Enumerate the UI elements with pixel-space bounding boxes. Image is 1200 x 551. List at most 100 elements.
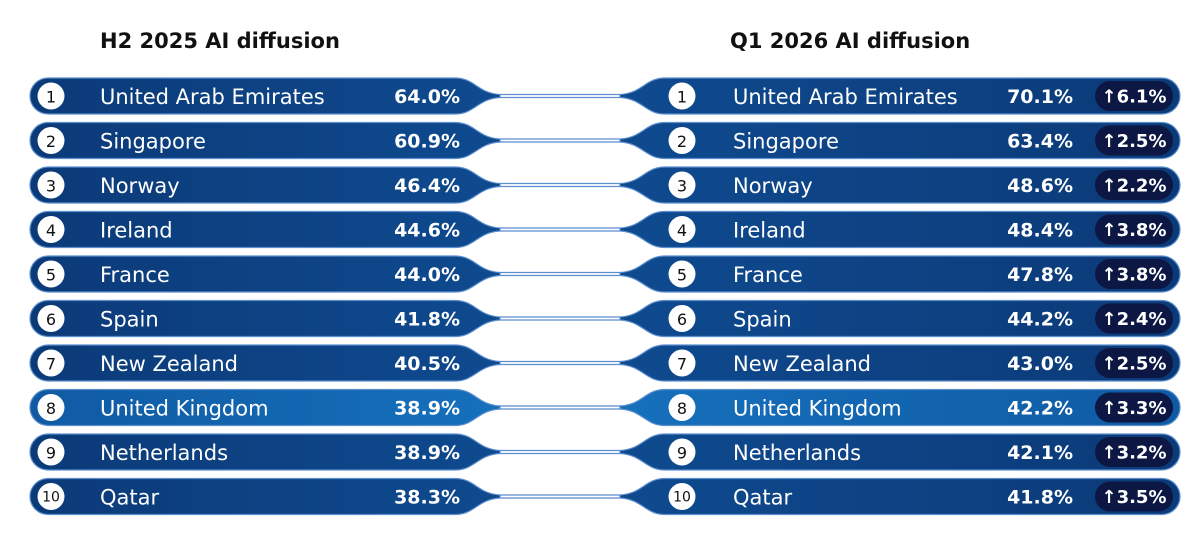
country-label: Singapore <box>100 130 206 154</box>
change-label: ↑2.2% <box>1101 176 1166 197</box>
change-badge <box>1095 170 1173 200</box>
table-row: 2 Singapore 60.9% 2 Singapore 63.4% ↑2.5% <box>29 121 1181 160</box>
rank-circle <box>37 394 65 421</box>
change-label: ↑3.3% <box>1101 398 1166 419</box>
rank-circle <box>668 171 696 199</box>
rank-label: 3 <box>46 177 56 196</box>
change-label: ↑3.5% <box>1101 487 1166 508</box>
change-label: ↑2.5% <box>1101 354 1166 375</box>
change-label: ↑6.1% <box>1101 87 1166 108</box>
rank-circle <box>37 82 65 110</box>
change-label: ↑3.2% <box>1101 443 1166 464</box>
rank-circle <box>668 216 696 243</box>
right-header: Q1 2026 AI diffusion <box>730 29 971 53</box>
q1-2026-value: 42.1% <box>1007 442 1073 464</box>
rank-circle <box>668 438 696 466</box>
left-bar <box>29 433 501 471</box>
table-row: 8 United Kingdom 38.9% 8 United Kingdom 42.2%… <box>29 388 1181 427</box>
right-bar <box>619 477 1181 516</box>
country-label: Netherlands <box>100 441 228 465</box>
rank-label: 9 <box>677 444 687 463</box>
h2-2025-value: 38.3% <box>394 487 460 509</box>
change-badge <box>1095 214 1173 245</box>
right-bar <box>619 166 1181 204</box>
right-bar <box>619 121 1181 160</box>
left-header: H2 2025 AI diffusion <box>100 29 340 53</box>
table-row: 5 France 44.0% 5 France 47.8% ↑3.8% <box>29 255 1181 293</box>
q1-2026-value: 47.8% <box>1007 264 1073 286</box>
rank-circle <box>37 483 65 510</box>
h2-2025-value: 41.8% <box>394 309 460 331</box>
country-label: Spain <box>100 308 159 332</box>
country-label: United Kingdom <box>100 397 269 421</box>
left-bar <box>29 121 501 160</box>
h2-2025-value: 64.0% <box>394 86 460 108</box>
country-label: United Kingdom <box>733 397 902 421</box>
country-label: Qatar <box>733 486 793 510</box>
h2-2025-value: 44.0% <box>394 264 460 286</box>
h2-2025-value: 38.9% <box>394 398 460 420</box>
change-badge <box>1095 348 1173 378</box>
q1-2026-value: 44.2% <box>1007 309 1073 331</box>
right-bar <box>619 210 1181 249</box>
left-bar <box>29 77 501 115</box>
left-bar <box>29 299 501 338</box>
h2-2025-value: 46.4% <box>394 175 460 197</box>
country-label: Ireland <box>100 219 173 243</box>
rank-label: 5 <box>677 266 687 285</box>
change-badge <box>1095 259 1173 289</box>
rank-circle <box>37 305 65 332</box>
left-bar <box>29 166 501 204</box>
rank-circle <box>668 394 696 421</box>
q1-2026-value: 63.4% <box>1007 131 1073 153</box>
country-label: New Zealand <box>100 352 238 376</box>
rank-label: 4 <box>677 221 687 240</box>
country-label: Singapore <box>733 130 839 154</box>
rank-circle <box>37 171 65 199</box>
rank-label: 6 <box>46 310 56 329</box>
table-row: 10 Qatar 38.3% 10 Qatar 41.8% ↑3.5% <box>29 477 1181 516</box>
change-badge <box>1095 392 1173 423</box>
rank-label: 9 <box>46 444 56 463</box>
h2-2025-value: 40.5% <box>394 353 460 375</box>
rank-circle <box>37 216 65 243</box>
country-label: France <box>100 263 170 287</box>
right-bar <box>619 77 1181 115</box>
q1-2026-value: 41.8% <box>1007 487 1073 509</box>
rank-label: 1 <box>46 88 56 107</box>
table-row: 3 Norway 46.4% 3 Norway 48.6% ↑2.2% <box>29 166 1181 204</box>
country-label: Ireland <box>733 219 806 243</box>
right-bar <box>619 433 1181 471</box>
left-bar <box>29 388 501 427</box>
table-row: 6 Spain 41.8% 6 Spain 44.2% ↑2.4% <box>29 299 1181 338</box>
rank-label: 5 <box>46 266 56 285</box>
rank-label: 2 <box>677 132 687 151</box>
rank-circle <box>37 438 65 466</box>
country-label: France <box>733 263 803 287</box>
table-row: 9 Netherlands 38.9% 9 Netherlands 42.1% ↑3.2% <box>29 433 1181 471</box>
right-bar <box>619 388 1181 427</box>
rank-circle <box>668 483 696 510</box>
rank-circle <box>668 305 696 332</box>
rank-circle <box>37 349 65 377</box>
country-label: Netherlands <box>733 441 861 465</box>
rank-label: 1 <box>677 88 687 107</box>
change-label: ↑2.4% <box>1101 309 1166 330</box>
change-badge <box>1095 81 1173 111</box>
rank-circle <box>37 127 65 154</box>
rank-circle <box>668 260 696 288</box>
country-label: New Zealand <box>733 352 871 376</box>
rank-label: 8 <box>46 399 56 418</box>
right-bar <box>619 255 1181 293</box>
rank-circle <box>668 82 696 110</box>
change-label: ↑3.8% <box>1101 220 1166 241</box>
h2-2025-value: 60.9% <box>394 131 460 153</box>
change-badge <box>1095 303 1173 334</box>
q1-2026-value: 42.2% <box>1007 398 1073 420</box>
h2-2025-value: 38.9% <box>394 442 460 464</box>
rank-label: 2 <box>46 132 56 151</box>
table-row: 7 New Zealand 40.5% 7 New Zealand 43.0% ↑2.5% <box>29 344 1181 382</box>
change-badge <box>1095 481 1173 512</box>
right-bar <box>619 299 1181 338</box>
